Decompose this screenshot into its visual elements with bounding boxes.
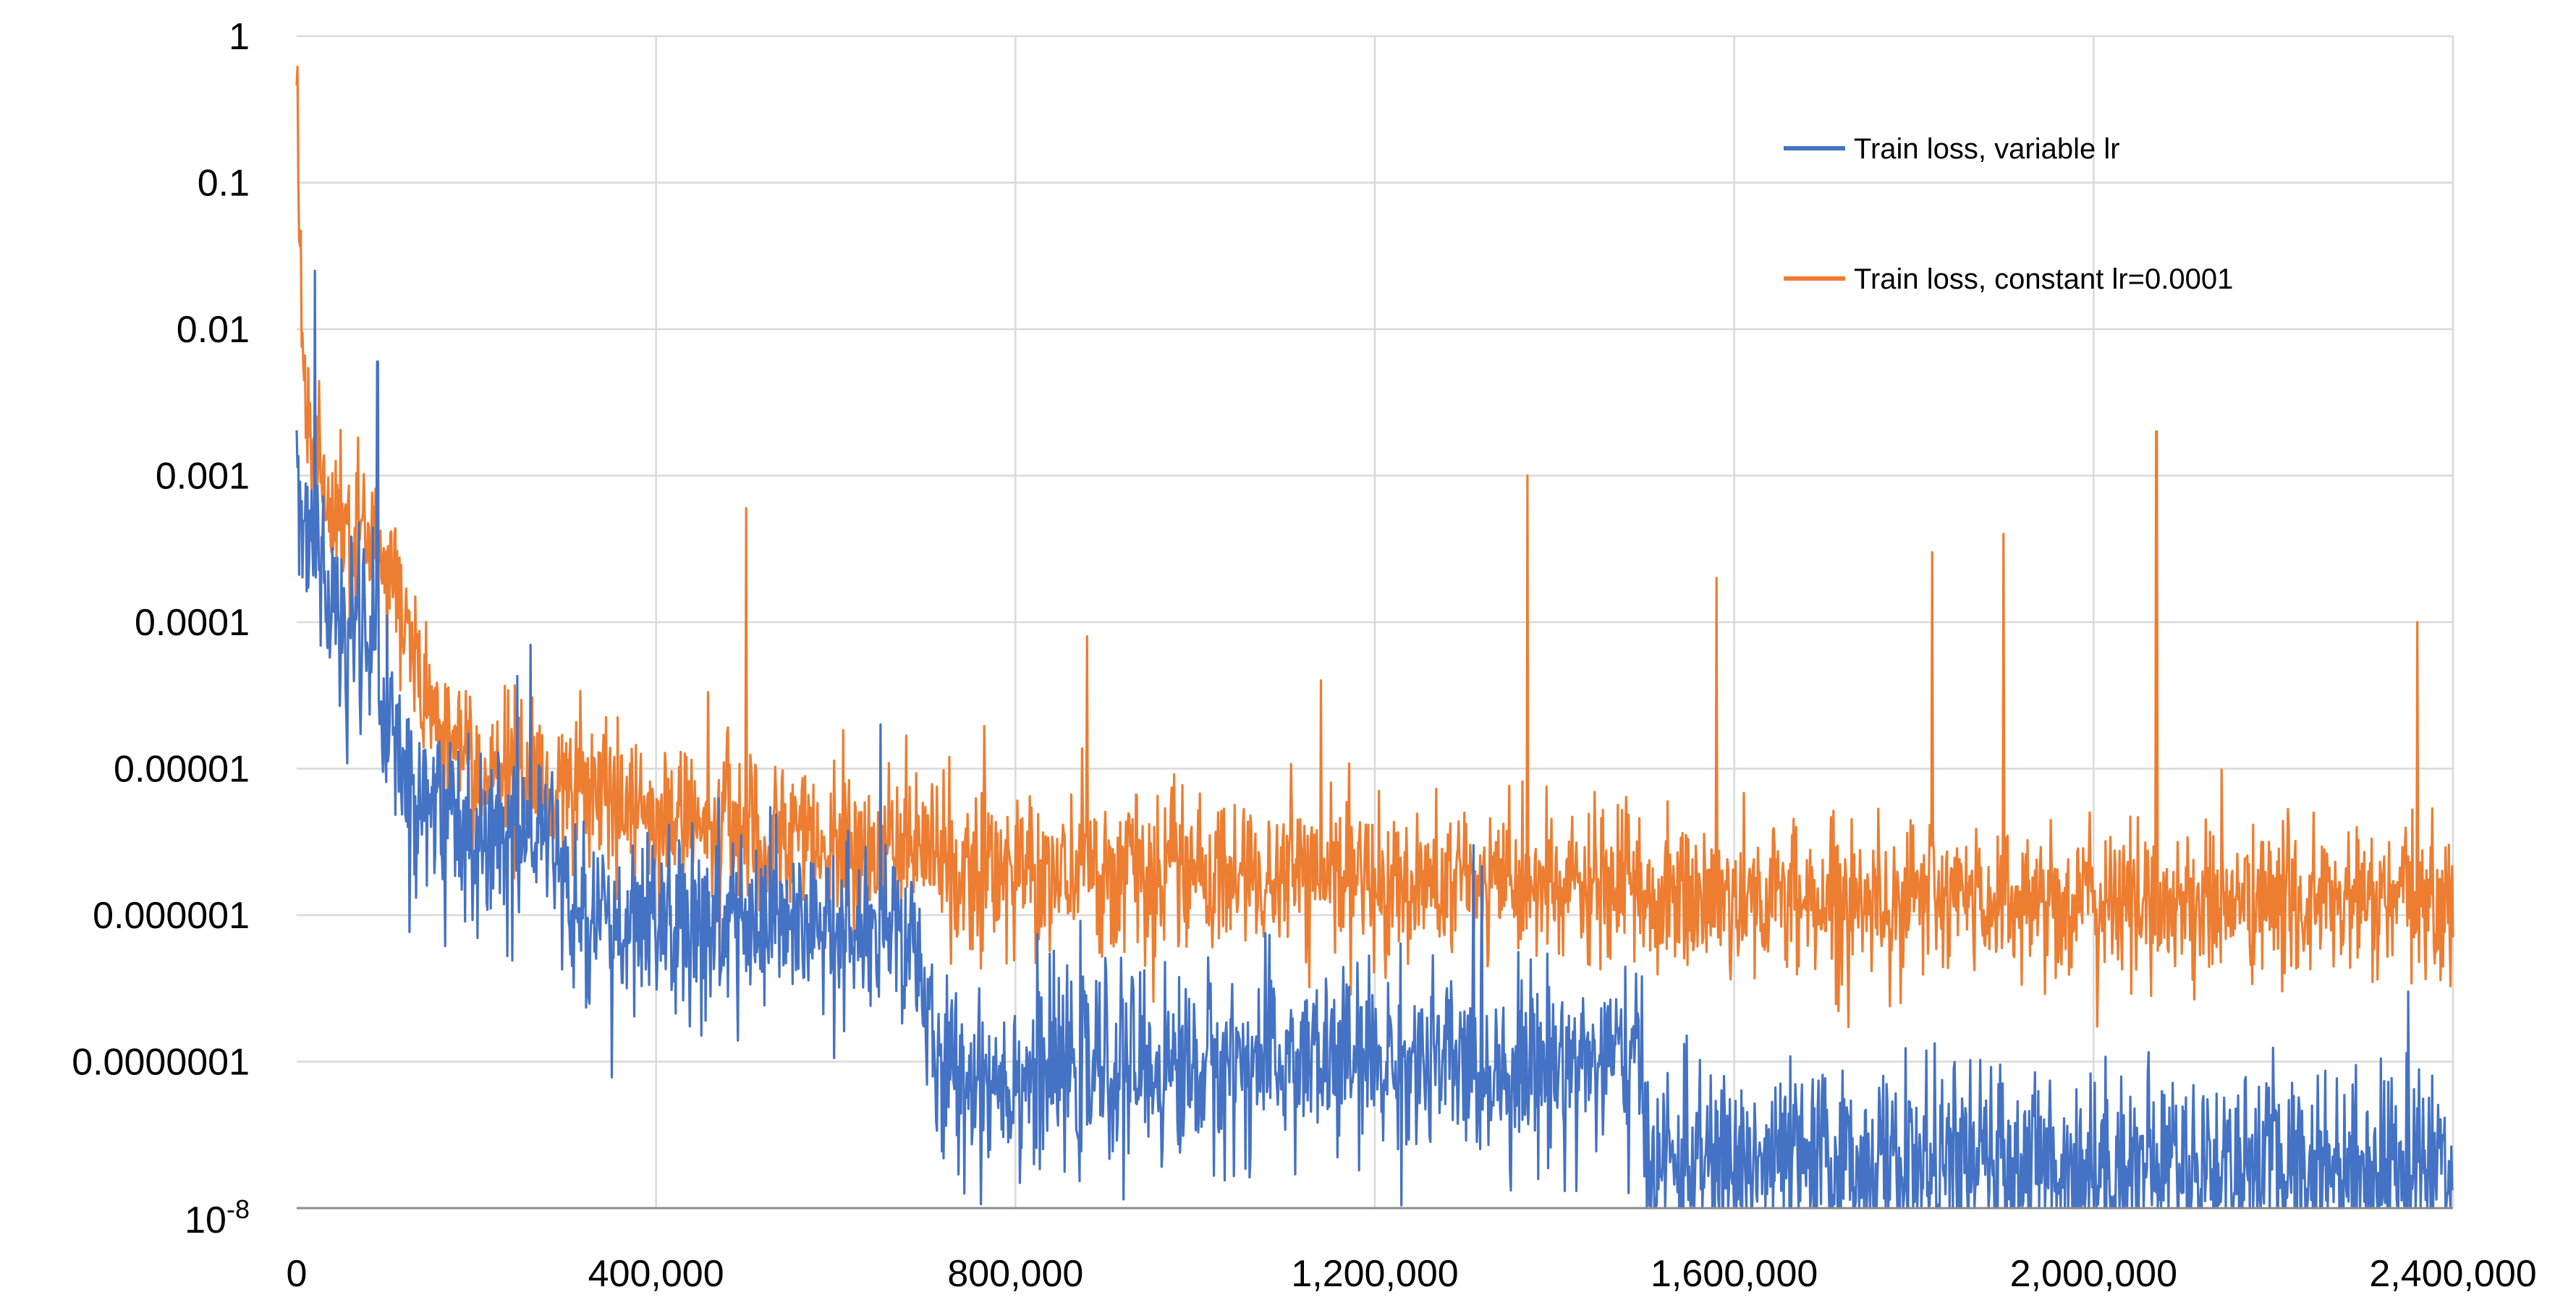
y-tick-label: 0.01 xyxy=(177,309,250,351)
x-tick-labels: 0 400,000 800,000 1,200,000 1,600,000 2,000,0… xyxy=(287,1253,2537,1295)
y-tick-label: 0.0001 xyxy=(135,602,250,644)
series-layer xyxy=(295,65,2454,1210)
y-tick-label: 0.1 xyxy=(198,163,250,205)
y-tick-label: 0.00001 xyxy=(114,749,250,791)
legend-label: Train loss, constant lr=0.0001 xyxy=(1854,263,2233,295)
x-tick-label: 2,000,000 xyxy=(2010,1253,2177,1295)
x-tick-label: 0 xyxy=(287,1253,308,1295)
x-tick-label: 800,000 xyxy=(947,1253,1083,1295)
y-tick-label: 0.000001 xyxy=(93,895,250,937)
x-tick-label: 1,200,000 xyxy=(1291,1253,1458,1295)
x-tick-label: 1,600,000 xyxy=(1651,1253,1818,1295)
y-tick-label: 1 xyxy=(229,16,250,58)
x-tick-label: 400,000 xyxy=(588,1253,724,1295)
y-tick-label-1e-8-exponent: -8 xyxy=(226,1194,250,1224)
y-tick-labels: 1 0.1 0.01 0.001 0.0001 0.00001 0.000001 0.0000… xyxy=(72,16,250,1084)
legend: Train loss, variable lr Train loss, const… xyxy=(1784,133,2233,295)
y-tick-label-1e-8: 10-8 xyxy=(185,1194,250,1241)
series-line-constant-lr xyxy=(295,65,2454,1029)
y-tick-label: 0.001 xyxy=(156,456,250,498)
legend-label: Train loss, variable lr xyxy=(1854,133,2120,165)
x-tick-label: 2,400,000 xyxy=(2369,1253,2536,1295)
series-line-variable-lr xyxy=(295,269,2454,1210)
y-tick-label-1e-8-base: 10 xyxy=(185,1199,226,1241)
y-tick-label: 0.0000001 xyxy=(72,1042,250,1084)
